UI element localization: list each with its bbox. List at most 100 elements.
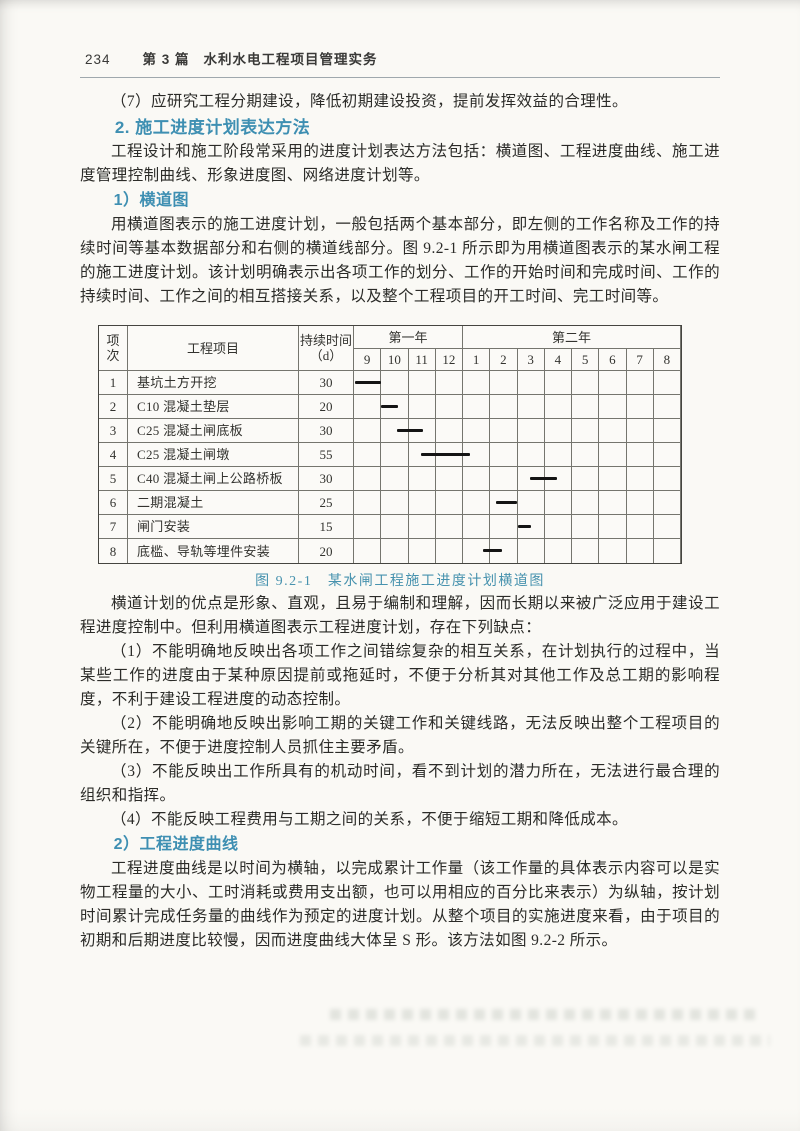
section-heading-methods: 2. 施工进度计划表达方法 (114, 118, 311, 137)
gantt-bar (355, 381, 382, 384)
gantt-row-index: 5 (99, 467, 128, 491)
gantt-grid-cell (408, 491, 436, 515)
gantt-bar (529, 477, 558, 480)
gantt-grid-cell (490, 539, 518, 563)
gantt-grid-cell (626, 371, 654, 395)
gantt-year-label: 第一年 (354, 326, 463, 349)
gantt-grid-cell (463, 491, 491, 515)
gantt-grid-cell (626, 395, 654, 419)
gantt-grid-cell (572, 443, 600, 467)
gantt-grid-cell (354, 443, 382, 467)
gantt-duration-cell: 30 (299, 467, 354, 491)
gantt-year-label: 第二年 (463, 326, 681, 349)
gantt-row-index: 3 (99, 419, 128, 443)
gantt-month-label: 12 (435, 349, 463, 371)
gantt-grid-cell (490, 395, 518, 419)
gantt-grid-cell (572, 515, 600, 539)
gantt-duration-cell: 55 (299, 443, 354, 467)
gantt-grid-cell (463, 395, 491, 419)
gantt-grid-cell (599, 395, 627, 419)
part-label: 第 3 篇 (142, 52, 190, 67)
gantt-grid-cell (653, 395, 681, 419)
gantt-grid-cell (599, 467, 627, 491)
gantt-duration-cell: 25 (299, 491, 354, 515)
gantt-grid-cell (408, 467, 436, 491)
gantt-grid-cell (408, 371, 436, 395)
gantt-grid-cell (572, 491, 600, 515)
gantt-grid-cell (544, 443, 572, 467)
gantt-grid-cell (354, 515, 382, 539)
gantt-grid-cell (490, 419, 518, 443)
gantt-grid-cell (436, 539, 463, 563)
gantt-grid-cell (626, 419, 654, 443)
gantt-grid-cell (544, 371, 572, 395)
gantt-grid-cell (544, 419, 572, 443)
gantt-grid-cell (408, 419, 436, 443)
gantt-month-label: 1 (463, 349, 491, 371)
gantt-grid-cell (463, 419, 491, 443)
paragraph-bar-intro: 用横道图表示的施工进度计划，一般包括两个基本部分，即左侧的工作名称及工作的持续时… (80, 216, 720, 305)
gantt-grid-cell (435, 419, 463, 443)
gantt-month-label: 8 (653, 349, 681, 371)
gantt-grid-cell (626, 515, 654, 539)
gantt-duration-cell: 30 (299, 419, 354, 443)
gantt-header-duration: 持续时间 （d） (299, 326, 354, 371)
gantt-grid-cell (626, 443, 654, 467)
gantt-grid-cell (381, 515, 409, 539)
gantt-task-cell: 基坑土方开挖 (128, 371, 299, 395)
gantt-grid-cell (599, 371, 627, 395)
subheading-progress-curve: 2）工程进度曲线 (113, 836, 239, 853)
gantt-grid-cell (599, 419, 627, 443)
gantt-month-label: 11 (408, 349, 436, 371)
gantt-grid-cell (381, 491, 409, 515)
gantt-grid-cell (572, 371, 600, 395)
gantt-grid-cell (627, 539, 654, 563)
gantt-grid-cell (435, 515, 463, 539)
gantt-grid-cell (599, 515, 627, 539)
gantt-grid-cell (544, 467, 572, 491)
gantt-grid-cell (409, 539, 436, 563)
gantt-task-cell: C10 混凝土垫层 (128, 395, 299, 419)
gantt-grid-cell (435, 467, 463, 491)
gantt-grid-cell (381, 371, 409, 395)
paragraph-defect3: （3）不能反映出工作所具有的机动时间，看不到计划的潜力所在，无法进行最合理的组织… (80, 763, 720, 804)
gantt-grid-cell (463, 443, 491, 467)
running-title: 水利水电工程项目管理实务 (203, 52, 378, 67)
gantt-row-index: 7 (99, 515, 128, 539)
gantt-grid-cell (518, 539, 545, 563)
gantt-grid-cell (354, 491, 382, 515)
gantt-duration-cell: 30 (299, 371, 354, 395)
gantt-grid-cell (490, 515, 518, 539)
paragraph-defect2: （2）不能明确地反映出影响工期的关键工作和关键线路，无法反映出整个工程项目的关键… (80, 715, 720, 756)
gantt-grid-cell (653, 419, 681, 443)
paragraph-advantages: 横道计划的优点是形象、直观，且易于编制和理解，因而长期以来被广泛应用于建设工程进… (80, 595, 720, 636)
gantt-row-index: 8 (99, 539, 128, 563)
gantt-chart: 项 次工程项目 持续时间 （d） 第一年 9 10 11 12 第二年 1 2 3 4 5 6 7 8 1 基坑土… (98, 325, 682, 564)
gantt-row-index: 4 (99, 443, 128, 467)
gantt-task-cell: 闸门安装 (128, 515, 299, 539)
gantt-duration-cell: 20 (299, 395, 354, 419)
gantt-grid-cell (408, 515, 436, 539)
gantt-grid-cell (653, 491, 681, 515)
gantt-grid-cell (654, 539, 681, 563)
gantt-grid-cell (517, 515, 545, 539)
gantt-grid-cell (435, 491, 463, 515)
gantt-task-cell: C25 混凝土闸底板 (128, 419, 299, 443)
gantt-task-cell: C25 混凝土闸墩 (128, 443, 299, 467)
gantt-grid-cell (517, 491, 545, 515)
gantt-bar (420, 453, 471, 456)
gantt-grid-cell (354, 419, 382, 443)
gantt-grid-cell (463, 467, 491, 491)
gantt-grid-cell (653, 515, 681, 539)
gantt-grid-cell (381, 443, 409, 467)
page-bleedthrough-artifact (300, 1035, 770, 1046)
gantt-grid-cell (354, 467, 382, 491)
gantt-grid-cell (381, 467, 409, 491)
gantt-bar (397, 429, 423, 432)
gantt-task-cell: C40 混凝土闸上公路桥板 (128, 467, 299, 491)
gantt-header-task: 工程项目 (128, 326, 299, 371)
gantt-duration-cell: 15 (299, 515, 354, 539)
gantt-grid-cell (544, 515, 572, 539)
gantt-grid-cell (599, 539, 627, 563)
